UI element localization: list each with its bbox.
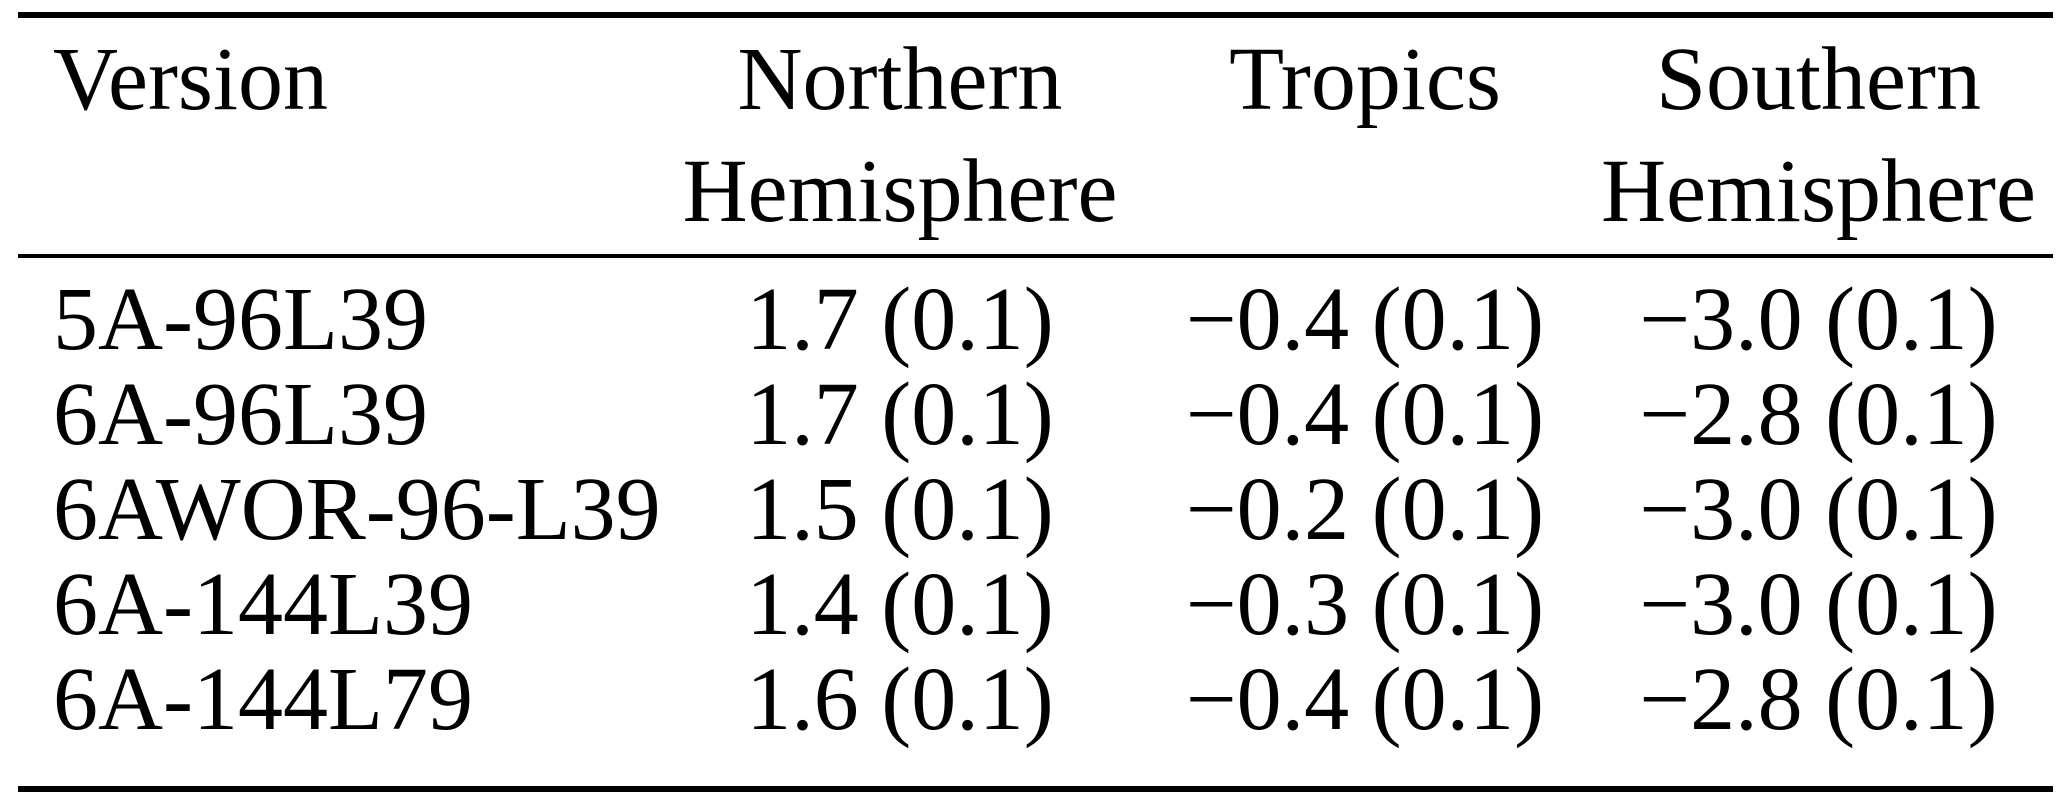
table-row: 6AWOR-96-L39 1.5 (0.1) −0.2 (0.1) −3.0 (… xyxy=(0,462,2067,557)
table-mid-rule xyxy=(18,254,2053,258)
version-cell: 6A-96L39 xyxy=(53,365,428,464)
header-line: Version xyxy=(53,30,328,129)
table-top-rule xyxy=(18,12,2053,18)
southern-hemisphere-cell: −2.8 (0.1) xyxy=(1639,650,1998,749)
southern-hemisphere-cell: −2.8 (0.1) xyxy=(1639,365,1998,464)
tropics-cell: −0.3 (0.1) xyxy=(1185,555,1545,654)
tropics-cell: −0.4 (0.1) xyxy=(1185,365,1545,464)
tropics-cell: −0.2 (0.1) xyxy=(1185,460,1545,559)
tropics-cell: −0.4 (0.1) xyxy=(1185,270,1545,369)
table-row: 6A-144L39 1.4 (0.1) −0.3 (0.1) −3.0 (0.1… xyxy=(0,557,2067,652)
northern-hemisphere-cell: 1.5 (0.1) xyxy=(746,460,1054,559)
tropics-cell: −0.4 (0.1) xyxy=(1185,650,1545,749)
table-row: 5A-96L39 1.7 (0.1) −0.4 (0.1) −3.0 (0.1) xyxy=(0,272,2067,367)
column-header-tropics: Tropics xyxy=(1160,24,1570,248)
version-cell: 6AWOR-96-L39 xyxy=(53,460,661,559)
version-cell: 6A-144L39 xyxy=(53,555,473,654)
table-body: 5A-96L39 1.7 (0.1) −0.4 (0.1) −3.0 (0.1)… xyxy=(0,272,2067,747)
table-bottom-rule xyxy=(18,786,2053,792)
column-header-version: Version xyxy=(0,24,640,248)
northern-hemisphere-cell: 1.4 (0.1) xyxy=(746,555,1054,654)
column-header-northern-hemisphere: Northern Hemisphere xyxy=(640,24,1160,248)
header-line: Hemisphere xyxy=(1601,142,2036,241)
version-cell: 6A-144L79 xyxy=(53,650,473,749)
southern-hemisphere-cell: −3.0 (0.1) xyxy=(1639,460,1998,559)
southern-hemisphere-cell: −3.0 (0.1) xyxy=(1639,555,1998,654)
table-row: 6A-96L39 1.7 (0.1) −0.4 (0.1) −2.8 (0.1) xyxy=(0,367,2067,462)
header-line: Tropics xyxy=(1229,30,1501,129)
version-cell: 5A-96L39 xyxy=(53,270,428,369)
column-header-southern-hemisphere: Southern Hemisphere xyxy=(1570,24,2067,248)
header-line: Hemisphere xyxy=(682,142,1118,241)
northern-hemisphere-cell: 1.6 (0.1) xyxy=(746,650,1054,749)
table-row: 6A-144L79 1.6 (0.1) −0.4 (0.1) −2.8 (0.1… xyxy=(0,652,2067,747)
southern-hemisphere-cell: −3.0 (0.1) xyxy=(1639,270,1998,369)
header-line: Northern xyxy=(737,30,1063,129)
northern-hemisphere-cell: 1.7 (0.1) xyxy=(746,270,1054,369)
table-header-row: Version Northern Hemisphere Tropics Sout… xyxy=(0,24,2067,248)
northern-hemisphere-cell: 1.7 (0.1) xyxy=(746,365,1054,464)
header-line: Southern xyxy=(1656,30,1981,129)
